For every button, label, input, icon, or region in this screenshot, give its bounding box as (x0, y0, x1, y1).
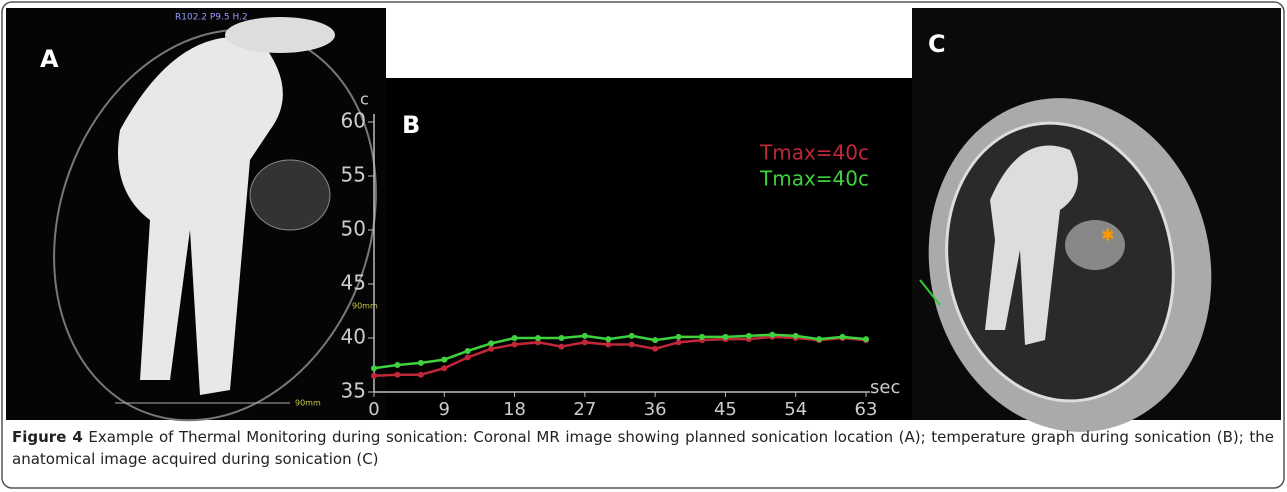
panel-label: A (40, 45, 59, 73)
x-unit: sec (870, 377, 900, 398)
y-tick-label: 60 (341, 109, 366, 133)
y-tick-label: 50 (341, 217, 366, 241)
bone-shape (985, 145, 1078, 345)
data-point (699, 333, 705, 340)
data-point (792, 332, 799, 339)
data-point (535, 335, 541, 341)
data-point (652, 337, 659, 344)
data-point (769, 331, 776, 338)
x-tick-label: 27 (573, 399, 596, 420)
target-region (1065, 220, 1125, 270)
data-point (652, 345, 659, 352)
data-point (816, 336, 823, 343)
data-point (558, 335, 565, 341)
target-marker: ✱ (1101, 226, 1114, 245)
x-tick-label: 36 (644, 399, 667, 420)
panel-label: B (402, 111, 420, 139)
legend-entry: Tmax=40c (759, 167, 869, 191)
data-point (417, 371, 424, 378)
data-point (511, 335, 518, 341)
data-point (464, 347, 471, 354)
data-point (605, 336, 612, 343)
x-tick-label: 0 (368, 399, 379, 420)
data-point (394, 362, 401, 368)
data-point (488, 345, 495, 352)
data-point (511, 341, 518, 348)
legend-entry: Tmax=40c (759, 141, 869, 165)
data-point (839, 333, 846, 340)
data-point (558, 343, 565, 350)
caption-text: Example of Thermal Monitoring during son… (12, 428, 1274, 468)
data-point (675, 339, 682, 346)
y-tick-label: 45 (341, 271, 366, 295)
data-point (417, 359, 424, 366)
y-tick-label: 40 (341, 325, 366, 349)
panel-b-edge (386, 78, 390, 420)
y-tick-label: 55 (341, 163, 366, 187)
data-point (722, 333, 729, 340)
panel-label: C (928, 30, 946, 58)
overlay-text: R102.2 P9.5 H.2 (175, 13, 248, 23)
caption-label: Figure 4 (12, 428, 83, 446)
head-shape (225, 17, 335, 53)
data-point (441, 365, 448, 372)
data-point (488, 340, 495, 347)
arrow (919, 279, 941, 306)
x-tick-label: 63 (855, 399, 878, 420)
data-point (745, 332, 752, 339)
data-point (581, 339, 588, 346)
x-tick-label: 18 (503, 399, 526, 420)
data-point (441, 356, 448, 363)
data-point (581, 332, 588, 339)
x-tick-label: 45 (714, 399, 737, 420)
scale-label: 90mm (352, 302, 378, 311)
data-point (605, 341, 612, 348)
x-tick-label: 54 (784, 399, 807, 420)
data-point (863, 336, 869, 343)
temperature-chart: 35 40 45 50 55 60 0 9 18 27 36 45 54 63 c sec B Tmax=40cT… (341, 90, 901, 421)
series-line (373, 333, 867, 370)
data-point (628, 341, 635, 348)
data-point (371, 372, 377, 379)
panel-b-background (388, 78, 912, 420)
caption: Figure 4 Example of Thermal Monitoring d… (12, 426, 1274, 470)
y-unit: c (360, 90, 369, 109)
data-point (535, 339, 541, 346)
series-line (373, 335, 867, 378)
data-point (371, 365, 377, 372)
data-point (675, 333, 682, 340)
x-tick-label: 9 (439, 399, 450, 420)
y-tick-label: 35 (341, 379, 366, 403)
target-region (249, 159, 331, 231)
data-point (628, 332, 635, 339)
data-point (394, 371, 401, 378)
bone-shape (118, 36, 283, 396)
scale-label: 90mm (295, 399, 321, 408)
data-point (464, 354, 471, 361)
